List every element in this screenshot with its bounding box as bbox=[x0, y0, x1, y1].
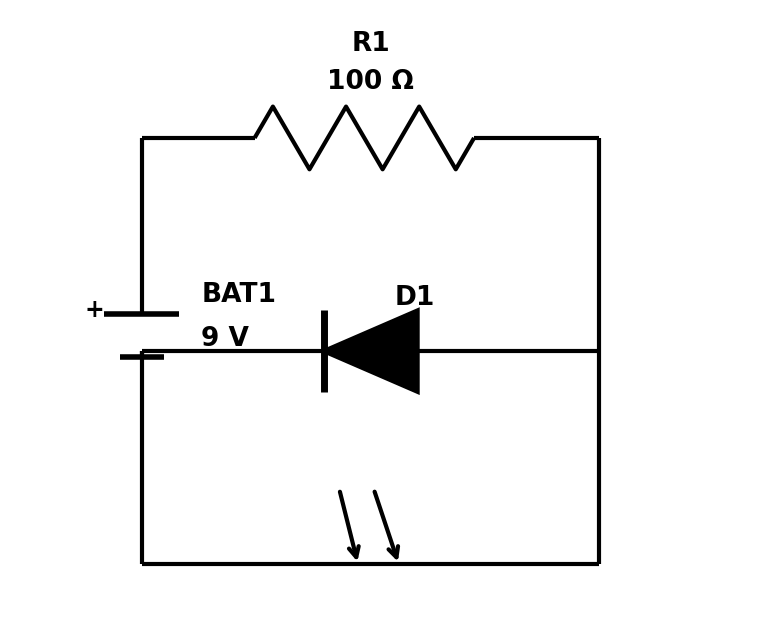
Text: D1: D1 bbox=[394, 285, 435, 311]
Text: BAT1: BAT1 bbox=[201, 282, 277, 308]
Text: 9 V: 9 V bbox=[201, 325, 249, 352]
Polygon shape bbox=[324, 310, 417, 392]
Text: 100 Ω: 100 Ω bbox=[327, 68, 414, 95]
Text: +: + bbox=[85, 298, 105, 322]
Text: R1: R1 bbox=[351, 31, 390, 57]
